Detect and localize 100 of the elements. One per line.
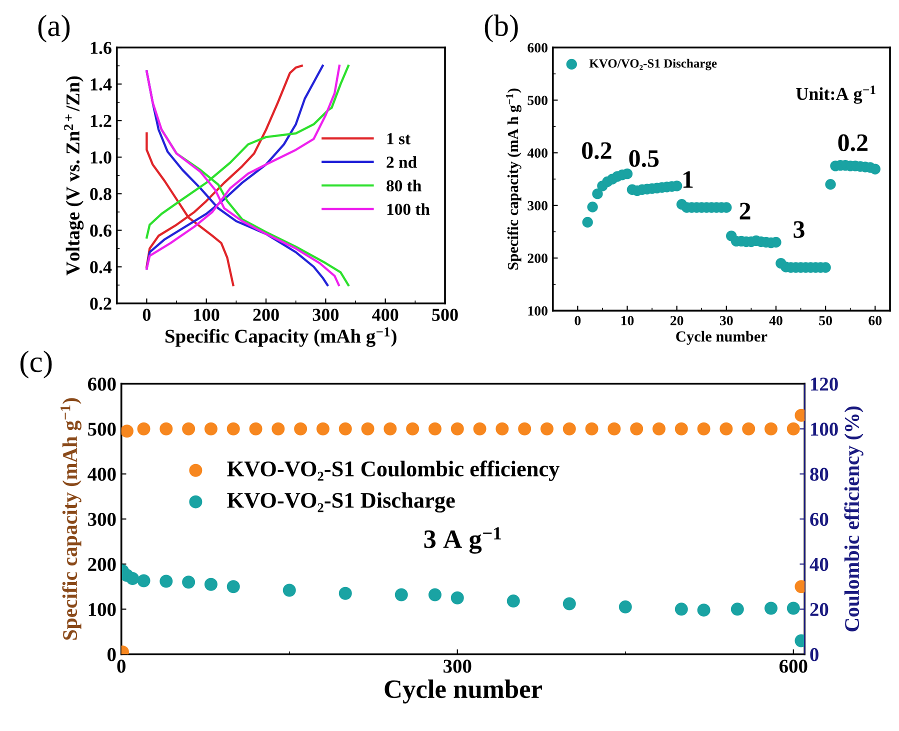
x-tick-label: 300 — [444, 660, 472, 673]
point — [674, 422, 688, 436]
annotation: 0.5 — [629, 150, 659, 168]
point — [582, 216, 593, 228]
x-axis-title: Cycle number — [384, 680, 542, 704]
point — [338, 586, 352, 600]
y2-tick-label: 20 — [810, 602, 828, 616]
x-tick-label: 100 — [194, 308, 220, 321]
point — [786, 602, 800, 615]
point — [562, 422, 576, 436]
legend-label: KVO/VO₂-S1 Discharge — [589, 58, 717, 70]
point — [182, 422, 196, 436]
chart-title: (a) — [38, 14, 70, 42]
point — [630, 422, 644, 436]
point — [226, 422, 240, 436]
point — [160, 422, 173, 436]
y-tick-label: 0.2 — [90, 298, 112, 310]
point — [562, 597, 576, 610]
y-tick-label: 0 — [108, 648, 116, 662]
point — [406, 422, 420, 436]
point — [618, 600, 632, 614]
y2-tick-label: 0 — [810, 648, 818, 662]
x-axis-title: Cycle number — [676, 330, 768, 345]
annotation: 2 — [740, 202, 750, 220]
x-tick-label: 300 — [312, 308, 339, 321]
point — [137, 422, 150, 436]
point — [428, 422, 442, 436]
legend-label: 2 nd — [386, 156, 417, 168]
annotation: 3 A g$^{−1}$ — [424, 527, 501, 554]
point — [518, 422, 532, 436]
point — [585, 422, 598, 436]
point — [204, 422, 218, 436]
y-tick-label: 1.4 — [90, 78, 112, 91]
point — [720, 422, 733, 436]
point — [730, 602, 744, 616]
y2-tick-label: 100 — [811, 422, 838, 436]
y-tick-label: 500 — [88, 422, 116, 436]
legend-label: 1 st — [387, 133, 410, 144]
point — [226, 580, 240, 594]
point — [674, 602, 688, 616]
y-tick-label: 1.2 — [90, 114, 112, 128]
point — [394, 588, 408, 602]
y2-axis-title: Coulombic efficiency (%) — [844, 406, 864, 632]
point — [608, 422, 621, 436]
x-tick-label: 0 — [574, 316, 581, 326]
point — [338, 422, 352, 436]
point — [272, 422, 285, 436]
x-axis-title: Specific Capacity (mAh g$^{−1}$) — [166, 327, 396, 347]
point — [592, 188, 603, 200]
y-axis-title: Specific capacity (mA h g$^{−1}$) — [506, 88, 522, 270]
y-tick-label: 0.6 — [90, 224, 112, 237]
point — [121, 424, 134, 438]
y-axis-title: Voltage (V vs. Zn$^{2+}$/Zn) — [64, 76, 84, 276]
y2-tick-label: 120 — [811, 378, 838, 391]
y2-tick-label: 80 — [810, 468, 828, 481]
annotation: 0.2 — [582, 142, 612, 160]
y-tick-label: 400 — [527, 148, 548, 158]
point — [764, 602, 778, 615]
chart-title: (c) — [20, 350, 52, 378]
legend-label: KVO-VO₂-S1 Coulombic efficiency — [227, 460, 560, 481]
x-tick-label: 10 — [621, 316, 634, 326]
point — [506, 594, 520, 608]
point — [428, 588, 442, 602]
point — [182, 576, 196, 589]
annotation: 3 — [794, 221, 804, 238]
y-tick-label: 600 — [528, 43, 548, 52]
y-tick-label: 200 — [528, 254, 548, 263]
y-tick-label: 300 — [528, 200, 548, 210]
point — [742, 422, 756, 436]
x-tick-label: 200 — [253, 308, 279, 321]
point — [450, 422, 464, 436]
point — [126, 572, 140, 586]
point — [825, 179, 836, 190]
point — [764, 422, 778, 436]
x-tick-label: 600 — [779, 660, 808, 673]
point — [870, 164, 880, 174]
legend-label: KVO-VO₂-S1 Discharge — [227, 492, 455, 513]
x-tick-label: 40 — [769, 316, 782, 326]
point — [697, 604, 710, 617]
x-tick-label: 500 — [432, 308, 458, 321]
y2-tick-label: 60 — [810, 512, 828, 526]
point — [137, 574, 150, 588]
legend-label: 80 th — [386, 180, 422, 192]
annotation: Unit:A g$^{−1}$ — [796, 86, 876, 104]
annotation: 1 — [683, 171, 693, 188]
y-tick-label: 500 — [528, 96, 548, 106]
x-tick-label: 0 — [142, 308, 151, 321]
annotation: 0.2 — [838, 134, 868, 152]
x-tick-label: 400 — [372, 308, 398, 321]
y-tick-label: 300 — [88, 512, 116, 526]
legend-label: 100 th — [387, 203, 430, 215]
y2-tick-label: 40 — [810, 558, 828, 572]
x-tick-label: 20 — [670, 316, 684, 326]
point — [473, 422, 486, 436]
chart-title: (b) — [484, 14, 518, 42]
point — [160, 574, 173, 588]
point — [496, 422, 509, 436]
point — [282, 584, 296, 597]
y-tick-label: 400 — [88, 468, 116, 481]
point — [294, 422, 308, 436]
